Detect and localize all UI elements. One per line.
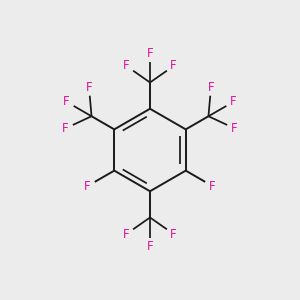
Text: F: F: [123, 228, 130, 241]
Text: F: F: [147, 240, 153, 253]
Text: F: F: [170, 59, 177, 72]
Text: F: F: [208, 81, 214, 94]
Text: F: F: [62, 122, 69, 135]
Text: F: F: [170, 228, 177, 241]
Text: F: F: [231, 122, 238, 135]
Text: F: F: [209, 179, 216, 193]
Text: F: F: [86, 81, 92, 94]
Text: F: F: [230, 95, 237, 108]
Text: F: F: [63, 95, 70, 108]
Text: F: F: [147, 47, 153, 60]
Text: F: F: [84, 179, 91, 193]
Text: F: F: [123, 59, 130, 72]
